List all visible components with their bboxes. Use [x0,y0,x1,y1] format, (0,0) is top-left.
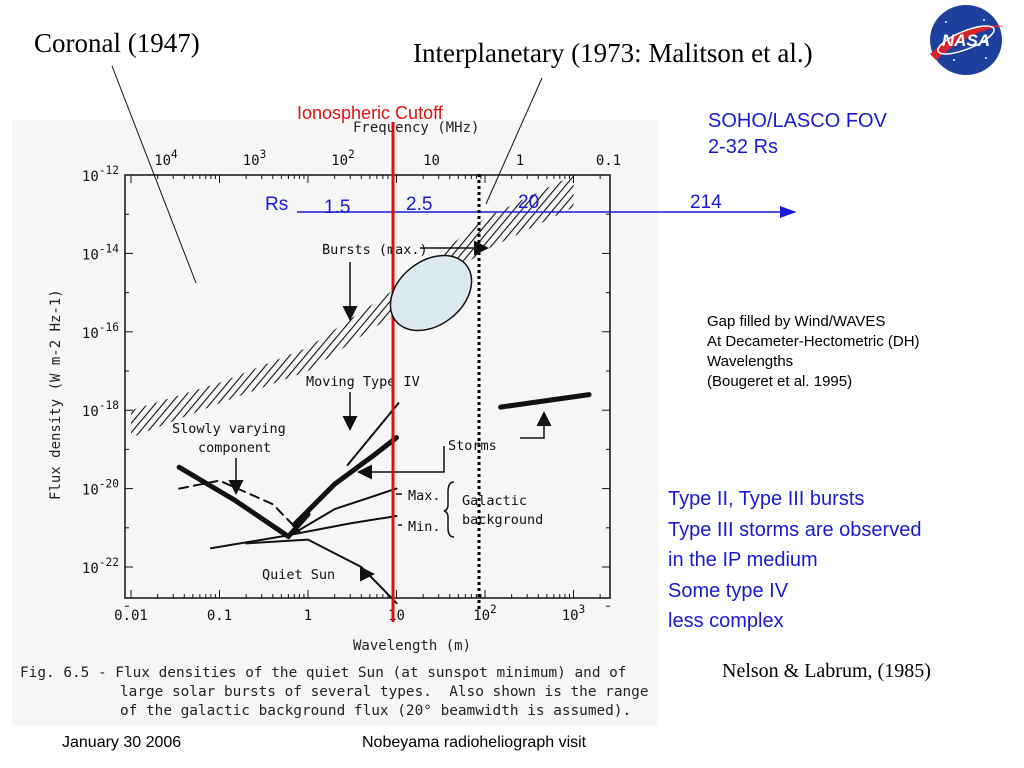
top-tick-label: 10 [423,153,440,169]
gap-line-1: Gap filled by Wind/WAVES [707,313,886,330]
nasa-logo: NASA [930,5,1004,75]
annotation-quiet-sun: Quiet Sun [262,567,335,583]
figure-caption: Fig. 6.5 - Flux densities of the quiet S… [20,664,649,721]
rs-label: Rs [265,194,288,215]
series-layer [131,175,592,605]
soho-lasco-note: SOHO/LASCO FOV 2-32 Rs [708,108,887,160]
max-min-ticks [396,493,402,526]
series-bursts-max [131,175,574,438]
series-moving-type-iv-thin [346,402,400,466]
annotation-max: Max. [408,488,441,504]
top-tick-labels: 104 103 102 10 1 0.1 [154,148,621,169]
footer-visit: Nobeyama radioheliograph visit [362,734,587,751]
rs-mark-2-5: 2.5 [406,194,432,215]
x-tick-label: 103 [562,603,586,624]
coronal-title: Coronal (1947) [34,28,200,58]
series-galactic-background-min [209,514,398,550]
caption-line-1: Fig. 6.5 - Flux densities of the quiet S… [20,665,627,681]
y-tick-label: 10-18 [82,399,119,420]
y-tick-label: 10-14 [82,242,119,263]
y-tick-label: 10-22 [82,556,119,577]
top-tick-label: 103 [243,148,267,169]
series-moving-type-iv-thick [291,435,399,528]
citation: Nelson & Labrum, (1985) [722,660,931,682]
y-tick-label: 10-20 [82,478,119,499]
types-line-2: Type III storms are observed [668,518,922,541]
annotation-bursts: Bursts (max.) [322,242,428,258]
rs-mark-20: 20 [518,192,539,213]
interplanetary-pointer-line [485,77,543,205]
x-tick-label: 1 [304,608,312,624]
storms-arrow-up [520,411,552,439]
top-axis-label: Frequency (MHz) [353,120,479,136]
series-galactic-background-max [287,487,398,538]
types-note: Type II, Type III bursts Type III storms… [668,484,921,637]
y-tick-labels: 10-12 10-14 10-16 10-18 10-20 10-22 [82,164,119,577]
interplanetary-title: Interplanetary (1973: Malitson et al.) [413,38,813,68]
soho-line-1: SOHO/LASCO FOV [708,110,887,132]
annotation-moving-type-iv: Moving Type IV [306,374,420,390]
coronal-pointer-line [111,65,197,284]
annotation-galactic-1: Galactic [462,493,527,509]
y-axis-label: Flux density (W m-2 Hz-1) [48,289,64,500]
gap-line-3: Wavelengths [707,353,794,370]
x-tick-label: 102 [473,603,497,624]
series-slowly-varying-component [176,464,311,539]
storms-arrow-left [357,446,445,480]
x-axis-label: Wavelength (m) [353,638,471,654]
types-line-3: in the IP medium [668,549,818,571]
annotation-min: Min. [408,519,441,535]
annotation-slowly-varying-1: Slowly varying [172,421,286,437]
types-line-1: Type II, Type III bursts [668,488,865,510]
annotation-galactic-2: background [462,512,543,528]
x-tick-label: 0.01 [114,608,148,624]
types-line-5: less complex [668,610,784,632]
top-tick-label: 104 [154,148,178,169]
gap-ellipse [389,254,473,332]
series-storms [498,392,592,410]
caption-line-2: large solar bursts of several types. Als… [120,684,649,700]
top-tick-label: 102 [331,148,355,169]
types-line-4: Some type IV [668,579,789,602]
x-tick-label: 0.1 [207,608,232,624]
annotation-slowly-varying-2: component [198,440,271,456]
gap-note: Gap filled by Wind/WAVES At Decameter-He… [707,312,920,392]
rs-mark-214: 214 [690,192,722,213]
series-slowly-varying-dashed [178,479,301,533]
gap-line-2: At Decameter-Hectometric (DH) [707,333,920,350]
caption-line-3: of the galactic background flux (20° bea… [120,703,632,719]
gap-line-4: (Bougeret et al. 1995) [707,373,853,390]
top-tick-label: 1 [516,153,524,169]
annotation-storms: Storms [448,438,497,454]
series-quiet-sun [245,538,398,605]
ionospheric-cutoff-label: Ionospheric Cutoff [297,103,444,123]
y-tick-label: 10-16 [82,321,119,342]
top-tick-label: 0.1 [596,153,621,169]
y-tick-label: 10-12 [82,164,119,185]
x-tick-labels: 0.01 0.1 1 10 102 103 [114,603,585,624]
plot-frame [124,174,611,599]
galactic-brace [443,481,455,538]
nasa-logo-text: NASA [942,31,990,50]
soho-line-2: 2-32 Rs [708,136,779,158]
rs-mark-1-5: 1.5 [324,197,350,218]
footer-date: January 30 2006 [62,734,182,751]
x-tick-label: 10 [388,608,405,624]
